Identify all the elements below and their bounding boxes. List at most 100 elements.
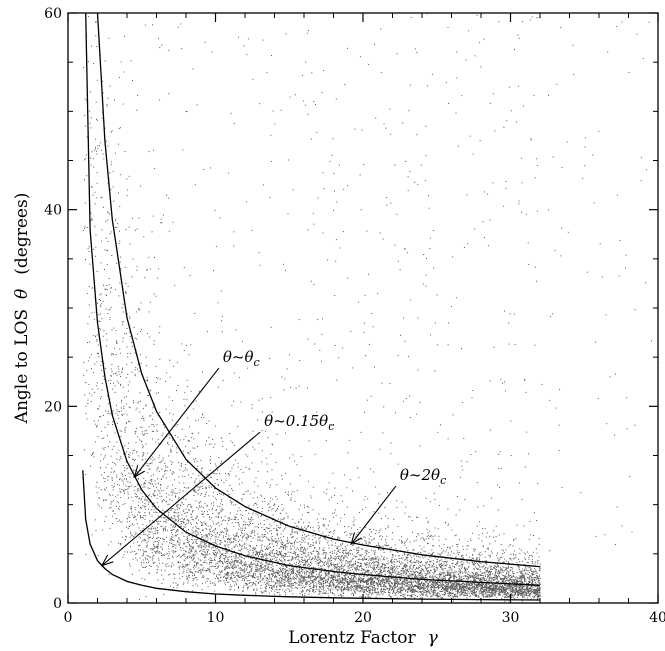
scatter-point	[245, 454, 247, 456]
scatter-point	[443, 550, 445, 552]
scatter-point	[312, 590, 314, 592]
scatter-point	[142, 524, 144, 526]
scatter-point	[212, 573, 214, 575]
scatter-point	[478, 596, 480, 598]
scatter-point	[215, 549, 217, 551]
scatter-point	[240, 567, 242, 569]
scatter-point	[454, 581, 456, 583]
scatter-point	[376, 545, 378, 546]
scatter-point	[119, 282, 121, 284]
scatter-point	[441, 552, 443, 554]
scatter-point	[223, 555, 225, 557]
scatter-point	[521, 574, 523, 576]
scatter-point	[284, 579, 286, 581]
scatter-point	[90, 219, 92, 221]
scatter-point	[428, 571, 430, 573]
scatter-point	[532, 574, 534, 576]
scatter-point	[248, 571, 250, 573]
scatter-point	[192, 580, 194, 581]
scatter-point	[126, 328, 128, 329]
scatter-point	[441, 565, 443, 566]
scatter-point	[270, 160, 272, 162]
scatter-point	[165, 564, 167, 566]
scatter-point	[362, 569, 364, 571]
scatter-point	[481, 590, 483, 592]
scatter-point	[218, 513, 220, 515]
scatter-point	[97, 79, 98, 81]
scatter-point	[439, 574, 441, 575]
scatter-point	[137, 541, 138, 543]
scatter-point	[486, 578, 488, 580]
scatter-point	[366, 582, 368, 584]
scatter-point	[218, 549, 220, 551]
scatter-point	[350, 586, 352, 588]
scatter-point	[97, 344, 99, 346]
scatter-point	[149, 531, 151, 533]
scatter-point	[215, 541, 217, 543]
scatter-point	[103, 363, 105, 365]
scatter-point	[301, 546, 303, 548]
scatter-point	[168, 553, 170, 555]
scatter-point	[381, 563, 383, 564]
scatter-point	[421, 568, 423, 570]
scatter-point	[460, 567, 462, 569]
scatter-point	[99, 304, 101, 306]
scatter-point	[237, 572, 239, 574]
scatter-point	[222, 494, 224, 496]
scatter-point	[154, 168, 156, 170]
scatter-point	[514, 582, 516, 584]
scatter-point	[159, 495, 161, 497]
scatter-point	[153, 491, 155, 493]
scatter-point	[271, 573, 272, 575]
scatter-point	[250, 517, 252, 519]
scatter-point	[203, 416, 205, 418]
scatter-point	[233, 556, 235, 558]
scatter-point	[410, 581, 412, 583]
scatter-point	[391, 586, 393, 588]
scatter-point	[116, 380, 118, 382]
scatter-point	[148, 533, 150, 535]
scatter-point	[385, 585, 386, 587]
scatter-point	[467, 581, 469, 583]
scatter-point	[167, 466, 169, 468]
scatter-point	[456, 591, 458, 593]
scatter-point	[195, 420, 197, 422]
scatter-point	[485, 576, 486, 577]
scatter-point	[392, 583, 394, 585]
scatter-point	[512, 591, 514, 592]
scatter-point	[85, 412, 87, 414]
scatter-point	[249, 545, 251, 547]
scatter-point	[241, 576, 243, 577]
scatter-point	[140, 400, 141, 402]
scatter-point	[287, 580, 289, 582]
scatter-point	[378, 549, 380, 551]
scatter-point	[266, 547, 268, 549]
scatter-point	[372, 583, 374, 584]
scatter-point	[274, 584, 276, 586]
scatter-point	[118, 542, 120, 544]
scatter-point	[169, 539, 171, 541]
scatter-point	[336, 567, 338, 569]
scatter-point	[366, 557, 368, 559]
scatter-point	[284, 584, 286, 586]
scatter-point	[279, 574, 281, 576]
scatter-point	[244, 561, 246, 563]
scatter-point	[374, 570, 376, 572]
scatter-point	[353, 578, 355, 580]
scatter-point	[266, 537, 267, 539]
scatter-point	[119, 505, 121, 507]
scatter-point	[106, 289, 108, 290]
scatter-point	[168, 509, 170, 511]
scatter-point	[172, 552, 174, 554]
scatter-point	[223, 575, 225, 577]
scatter-point	[525, 391, 527, 393]
scatter-point	[307, 577, 309, 579]
scatter-point	[298, 548, 299, 550]
scatter-point	[297, 559, 299, 561]
scatter-point	[372, 587, 374, 589]
scatter-point	[213, 554, 215, 556]
scatter-point	[237, 535, 239, 537]
scatter-point	[201, 522, 203, 524]
scatter-point	[280, 586, 282, 588]
scatter-point	[296, 570, 298, 572]
